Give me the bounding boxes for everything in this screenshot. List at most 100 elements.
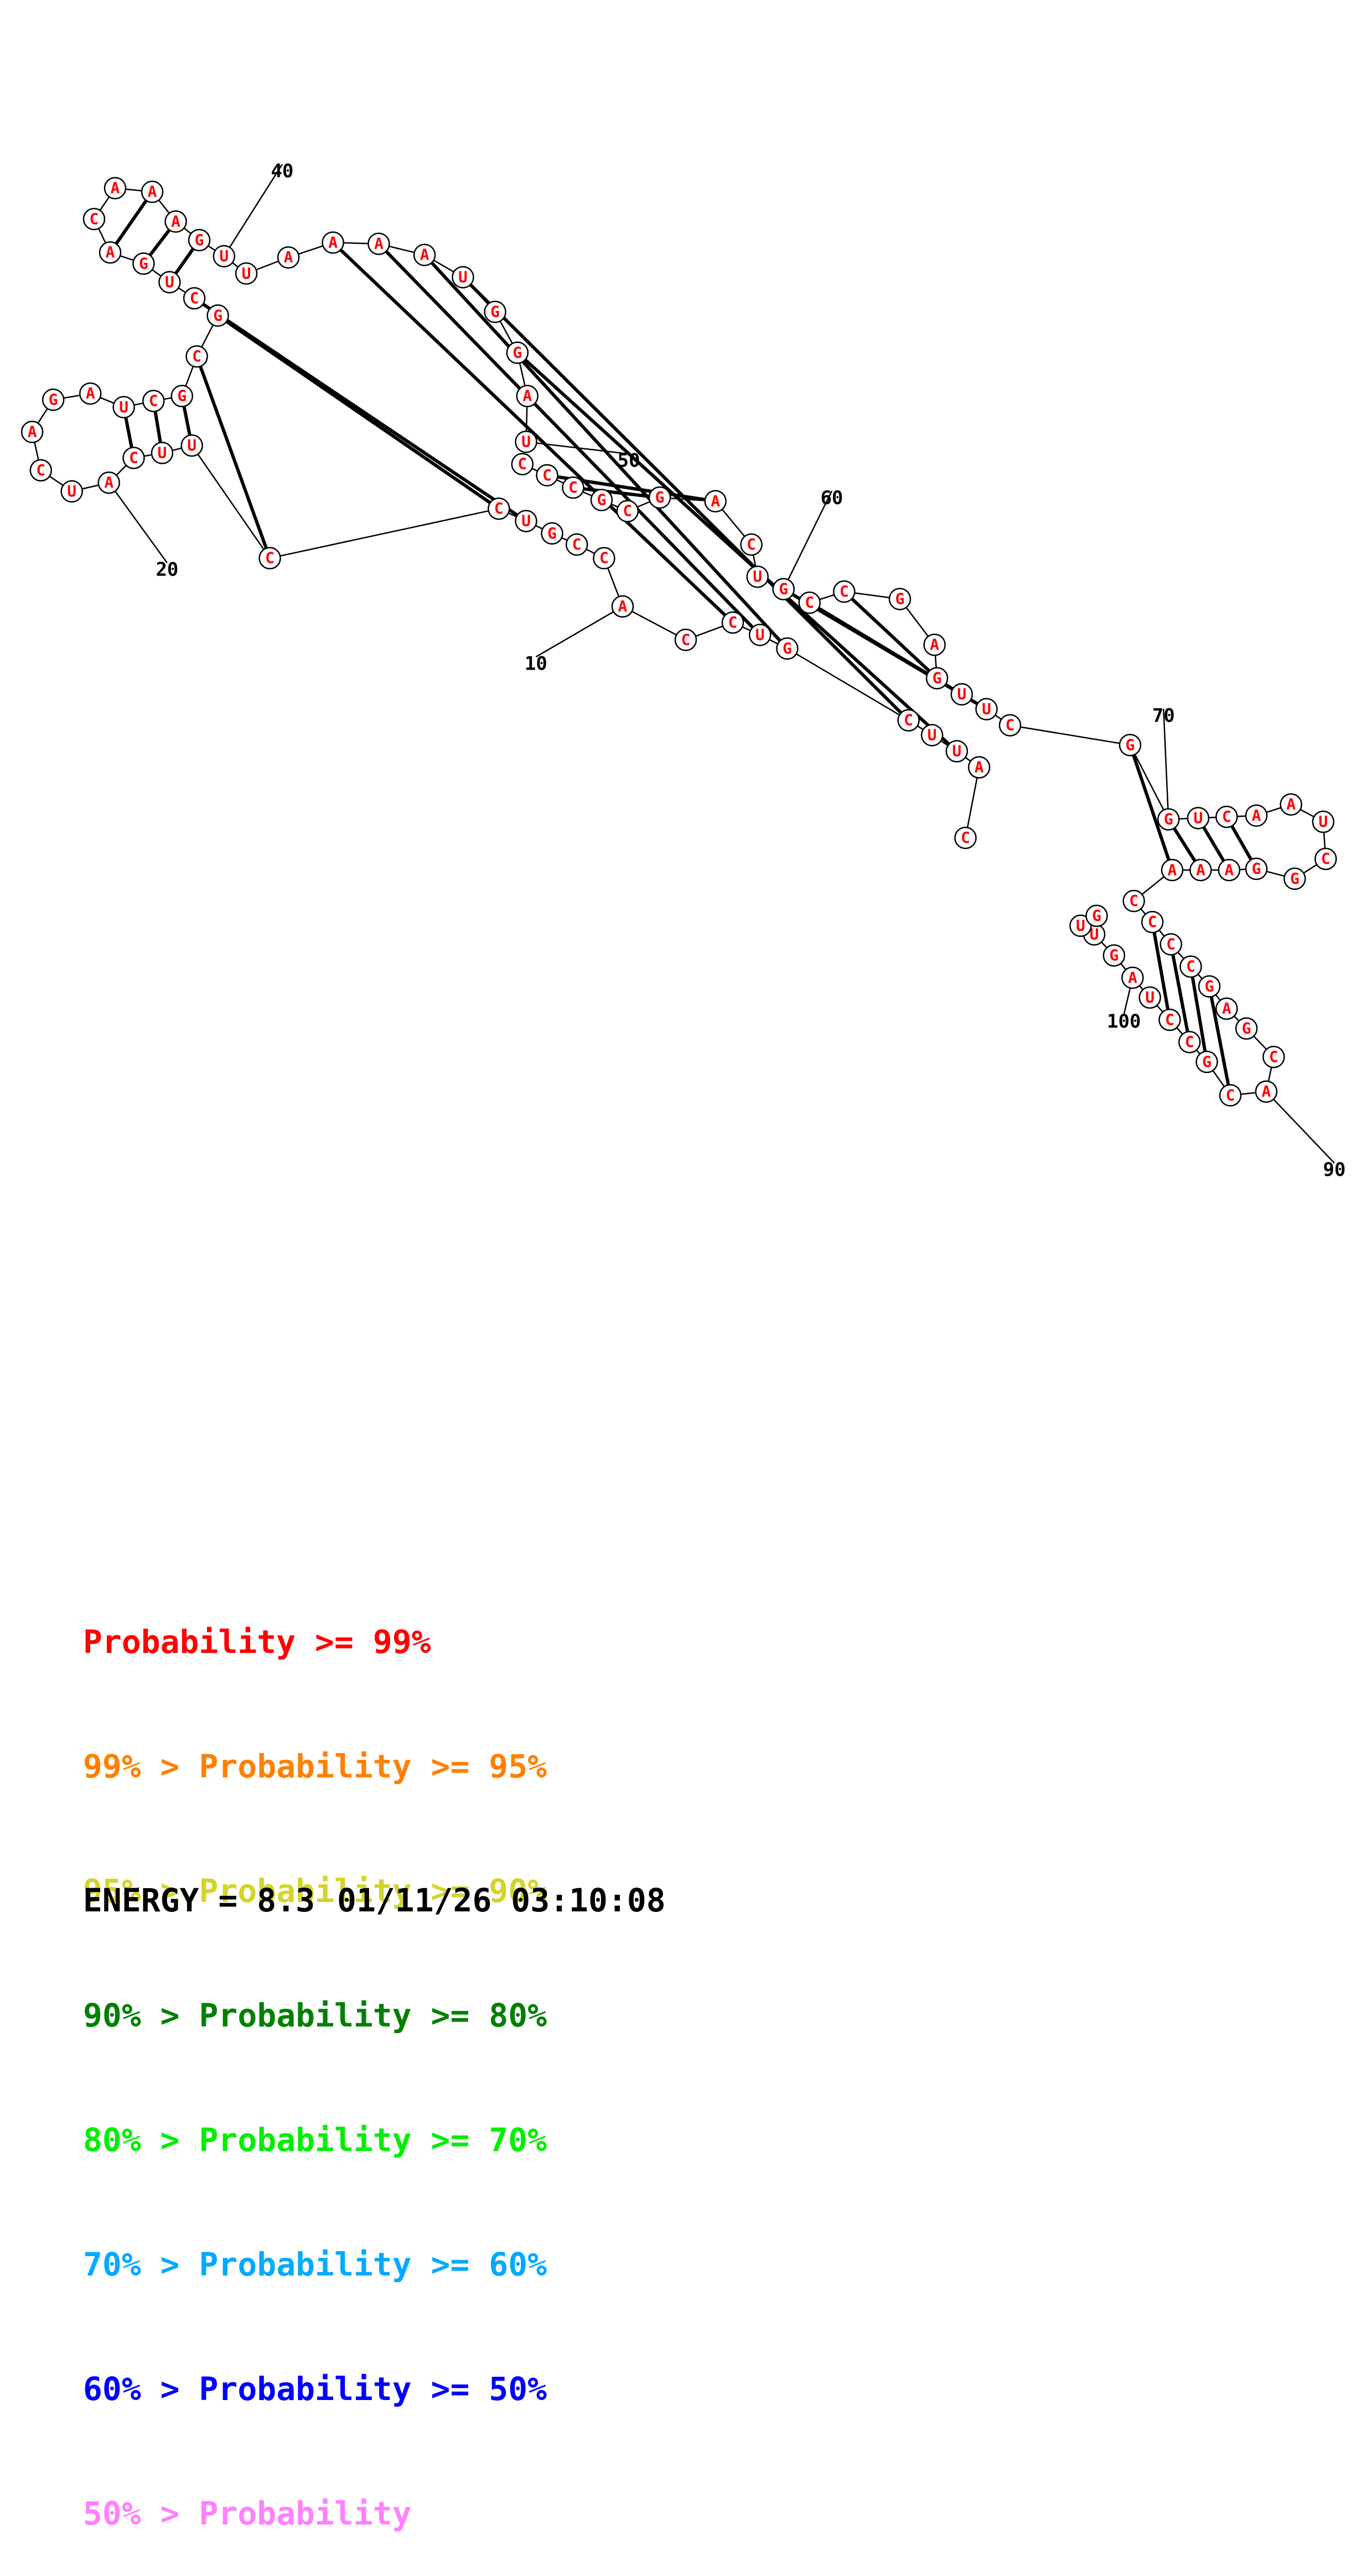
nucleotide-letter: U bbox=[1145, 988, 1154, 1007]
nucleotide-circle bbox=[1102, 944, 1126, 967]
base-pair-bond bbox=[216, 314, 500, 510]
timestamp: 01/11/26 03:10:08 bbox=[337, 1882, 666, 1919]
nucleotide-circle bbox=[565, 533, 588, 556]
nucleotide-letter: G bbox=[1242, 1019, 1251, 1038]
backbone-segment bbox=[965, 767, 980, 838]
nucleotide-letter: G bbox=[779, 580, 788, 598]
nucleotide-letter: A bbox=[711, 492, 720, 510]
nucleotide-circle bbox=[183, 287, 206, 310]
nucleotide: A bbox=[967, 756, 991, 779]
base-pair-bond bbox=[843, 590, 939, 680]
nucleotide-letter: U bbox=[521, 432, 531, 450]
nucleotide-letter: G bbox=[547, 524, 557, 542]
nucleotide: A bbox=[141, 180, 164, 203]
nucleotide-circle bbox=[151, 442, 174, 464]
tick-line bbox=[108, 482, 168, 563]
nucleotide-letter: A bbox=[1128, 968, 1137, 987]
nucleotide-circle bbox=[103, 177, 127, 200]
nucleotide-letter: A bbox=[930, 635, 939, 654]
nucleotide-circle bbox=[1235, 1017, 1258, 1040]
nucleotide-letter: U bbox=[1318, 812, 1328, 831]
legend-row: 60% > Probability >= 50% bbox=[83, 2368, 547, 2410]
nucleotide: A bbox=[99, 241, 122, 264]
nucleotide-letter: A bbox=[1222, 999, 1231, 1018]
nucleotide-letter: C bbox=[805, 593, 814, 611]
nucleotide-letter: C bbox=[840, 582, 849, 600]
nucleotide-letter: A bbox=[104, 473, 113, 491]
nucleotide-circle bbox=[975, 698, 998, 721]
nucleotide-circle bbox=[740, 533, 763, 556]
nucleotide-letter: G bbox=[1109, 946, 1119, 965]
base-pair-bond bbox=[462, 276, 910, 722]
nucleotide-letter: C bbox=[1129, 892, 1138, 910]
nucleotide-letter: A bbox=[171, 212, 180, 230]
nucleotide-circle bbox=[29, 459, 53, 482]
nucleotide-circle bbox=[1262, 1045, 1285, 1069]
nucleotide-circle bbox=[746, 565, 769, 588]
nucleotide: G bbox=[1085, 904, 1108, 927]
nucleotide: C bbox=[1159, 933, 1182, 956]
nucleotide-letter: C bbox=[1148, 913, 1157, 931]
nucleotide-circle bbox=[1219, 1084, 1242, 1107]
nucleotide-circle bbox=[1189, 859, 1212, 882]
nucleotide-letter: C bbox=[1222, 807, 1231, 826]
nucleotide-letter: G bbox=[895, 589, 905, 608]
nucleotide-circle bbox=[1218, 859, 1241, 882]
nucleotide: U bbox=[158, 271, 181, 294]
backbone-segment bbox=[622, 605, 686, 641]
nucleotide-letter: G bbox=[1164, 810, 1173, 828]
base-pair-bond bbox=[1169, 944, 1192, 1043]
base-pair-bond bbox=[193, 297, 527, 523]
nucleotide-letter: C bbox=[599, 549, 609, 567]
nucleotide-circle bbox=[562, 476, 584, 499]
legend-range: 95% > bbox=[83, 1872, 199, 1910]
nucleotide-circle bbox=[704, 490, 727, 513]
nucleotide-letter: C bbox=[747, 535, 756, 553]
legend-label: Probability >= 95% bbox=[199, 1748, 547, 1785]
nucleotide: C bbox=[511, 453, 534, 475]
nucleotide: C bbox=[1262, 1045, 1285, 1069]
legend-label: Probability >= 50% bbox=[199, 2370, 547, 2408]
nucleotide-letter: G bbox=[1125, 735, 1135, 754]
nucleotide: U bbox=[112, 396, 135, 419]
nucleotide-circle bbox=[1161, 859, 1184, 882]
nucleotide: C bbox=[721, 611, 744, 634]
nucleotide-letter: C bbox=[190, 289, 199, 307]
nucleotide-circle bbox=[97, 471, 121, 494]
nucleotide-circle bbox=[516, 385, 539, 407]
nucleotide-letter: A bbox=[106, 243, 115, 261]
nucleotide-circle bbox=[258, 547, 281, 569]
nucleotide-letter: U bbox=[1194, 808, 1203, 827]
nucleotide-letter: C bbox=[1226, 1086, 1235, 1104]
nucleotide-letter: G bbox=[213, 306, 222, 324]
nucleotide: C bbox=[954, 826, 977, 849]
nucleotide-letter: A bbox=[111, 179, 120, 197]
nucleotide-circle bbox=[748, 624, 772, 646]
nucleotide: A bbox=[1121, 966, 1144, 989]
nucleotide: A bbox=[20, 421, 44, 443]
nucleotide-letter: A bbox=[86, 384, 95, 402]
nucleotide: C bbox=[183, 287, 206, 310]
nucleotide-circle bbox=[721, 611, 744, 634]
nucleotide-circle bbox=[1314, 847, 1337, 870]
tick-label: 10 bbox=[525, 653, 547, 675]
nucleotide: C bbox=[1122, 889, 1145, 913]
nucleotide-letter: A bbox=[1286, 795, 1296, 813]
nucleotide: U bbox=[60, 480, 83, 503]
nucleotide-letter: U bbox=[753, 567, 762, 585]
nucleotide-letter: C bbox=[494, 499, 504, 517]
nucleotide-circle bbox=[954, 826, 977, 849]
nucleotide: C bbox=[1158, 1008, 1181, 1032]
nucleotide-letter: G bbox=[1092, 906, 1101, 925]
nucleotide-circle bbox=[1121, 966, 1144, 989]
legend-row: 70% > Probability >= 60% bbox=[83, 2244, 547, 2285]
nucleotide: C bbox=[142, 390, 165, 412]
nucleotide-circle bbox=[590, 489, 613, 511]
nucleotide: C bbox=[1215, 805, 1238, 828]
nucleotide-letter: C bbox=[1166, 935, 1176, 953]
nucleotide: G bbox=[1157, 808, 1180, 831]
nucleotide-circle bbox=[141, 180, 164, 203]
nucleotide-circle bbox=[833, 580, 856, 603]
nucleotide-circle bbox=[616, 500, 639, 522]
